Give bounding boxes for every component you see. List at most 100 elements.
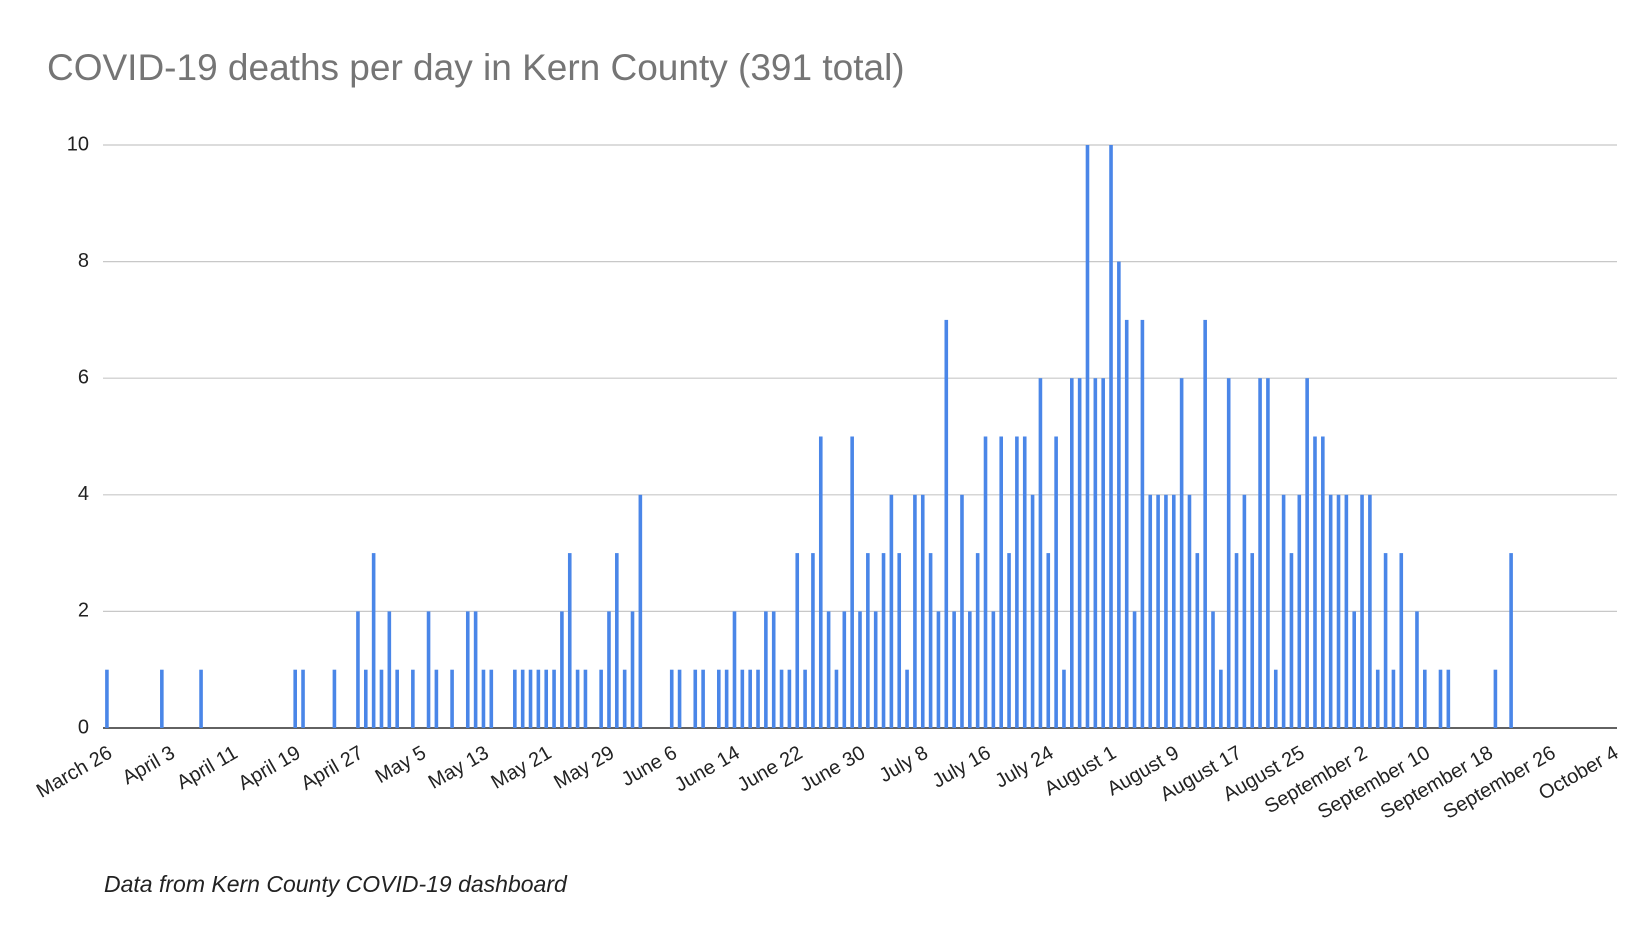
x-tick-label: July 16 [929,742,995,793]
bar [1352,611,1357,728]
bar [701,669,705,728]
bar [450,669,454,728]
bar [1093,378,1098,728]
bar [795,553,800,728]
bar [363,669,368,728]
bar [968,611,972,728]
bar [748,669,752,728]
bar [1203,319,1207,728]
bar [771,611,776,728]
bar [897,553,902,728]
bar [1226,378,1231,728]
x-tick-label: April 11 [173,742,241,794]
bar [1187,494,1192,728]
bar [732,611,737,728]
bar [513,669,517,728]
bar [944,319,949,728]
bar [575,669,580,728]
bar [426,611,431,728]
bar [1344,494,1349,728]
bar [395,669,399,728]
bar [1038,378,1043,728]
x-tick-label: June 22 [734,742,807,797]
bar [764,611,768,728]
bar [999,436,1004,728]
bar [528,669,533,728]
bar [716,669,721,728]
bar [1313,436,1317,728]
bar [779,669,784,728]
bar [465,611,470,728]
bar [1415,611,1419,728]
y-tick-label: 8 [78,250,89,272]
bar [866,553,870,728]
bar [387,611,392,728]
bar [850,436,854,728]
bar [913,494,917,728]
bar [630,611,635,728]
x-tick-label: August 1 [1041,742,1120,801]
bar [1266,378,1270,728]
x-tick-label: April 19 [235,742,305,795]
bar [199,669,203,728]
bar [434,669,439,728]
x-tick-label: June 6 [618,742,681,791]
bar [1132,611,1137,728]
bar [489,669,494,728]
bar [160,669,164,728]
bar [1509,553,1513,728]
bar [1156,494,1160,728]
bar [1399,553,1404,728]
bar [826,611,831,728]
bar [740,669,745,728]
bar [920,494,925,728]
x-tick-label: July 8 [876,742,932,787]
x-tick-label: June 14 [671,742,744,797]
bar [473,611,478,728]
bar [1250,553,1255,728]
bar [520,669,525,728]
bar [677,669,682,728]
bar [1124,319,1129,728]
bar [693,669,698,728]
bar [811,553,815,728]
bar [1391,669,1396,728]
bar [928,553,933,728]
bar [952,611,956,728]
bar [905,669,909,728]
bar [1289,553,1294,728]
bar [1015,436,1019,728]
y-tick-label: 6 [78,366,89,388]
bar [105,669,109,728]
x-tick-label: May 5 [372,742,430,788]
bar [1242,494,1247,728]
bar [991,611,996,728]
bar [1383,553,1388,728]
bar [599,669,603,728]
bar [1140,319,1145,728]
bar [1305,378,1309,728]
bar [1164,494,1168,728]
bar [873,611,878,728]
bar [1336,494,1341,728]
bar [622,669,627,728]
bar [983,436,988,728]
bar [787,669,792,728]
y-tick-label: 10 [67,133,89,155]
bar [936,611,941,728]
x-tick-label: May 13 [425,742,493,794]
bar [1030,494,1035,728]
bar [1117,261,1121,728]
bar [834,669,839,728]
bar [411,669,415,728]
bar [1423,669,1427,728]
bar [560,611,564,728]
bar [481,669,486,728]
bar [301,669,305,728]
bar [1077,378,1082,728]
y-tick-label: 4 [78,483,89,505]
bar [1179,378,1184,728]
footnote: Data from Kern County COVID-19 dashboard [104,871,568,897]
bar [818,436,823,728]
bar [803,669,807,728]
